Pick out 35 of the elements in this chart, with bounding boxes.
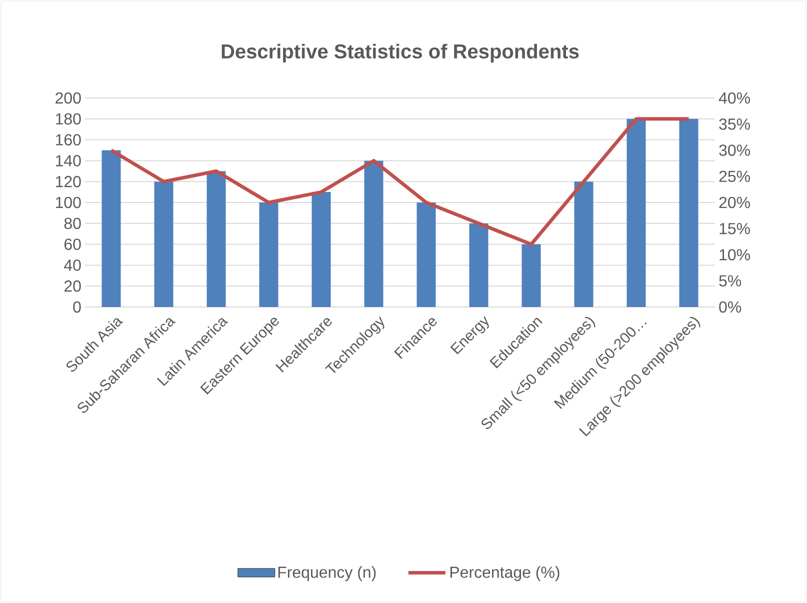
bar [469,223,488,307]
y-tick-label: 140 [56,155,81,166]
y-tick-label: 180 [56,113,81,125]
bar [574,182,594,307]
bar [102,150,121,307]
y-tick-label: 80 [64,218,81,230]
y-tick-label: 40 [64,260,81,271]
y-tick-label: 100 [56,196,81,208]
y-tick-label: 120 [56,176,81,188]
bar [364,160,384,307]
y2-tick-label: 5% [719,275,742,286]
bar [416,202,436,307]
bar [679,118,698,307]
y-tick-label: 0 [73,301,81,313]
bar [312,192,331,307]
bar [206,171,226,307]
y2-tick-label: 40% [718,92,750,104]
y-tick-label: 60 [64,238,81,250]
y2-tick-label: 30% [719,144,750,156]
y2-tick-label: 20% [719,196,750,208]
y-tick-label: 200 [56,92,81,104]
y2-tick-label: 15% [720,222,750,234]
legend-label: Percentage (%) [450,566,560,582]
chart-title: Descriptive Statistics of Respondents [222,44,579,62]
y-tick-label: 20 [64,280,81,292]
bar [259,202,278,307]
legend-label: Frequency (n) [278,566,376,582]
y2-tick-label: 25% [719,170,750,182]
bar [522,244,541,307]
bar [154,182,174,307]
y2-tick-label: 0% [719,301,742,313]
bar [626,118,646,307]
y2-tick-label: 35% [719,118,750,130]
y-tick-label: 160 [56,134,81,146]
y2-tick-label: 10% [720,249,750,260]
